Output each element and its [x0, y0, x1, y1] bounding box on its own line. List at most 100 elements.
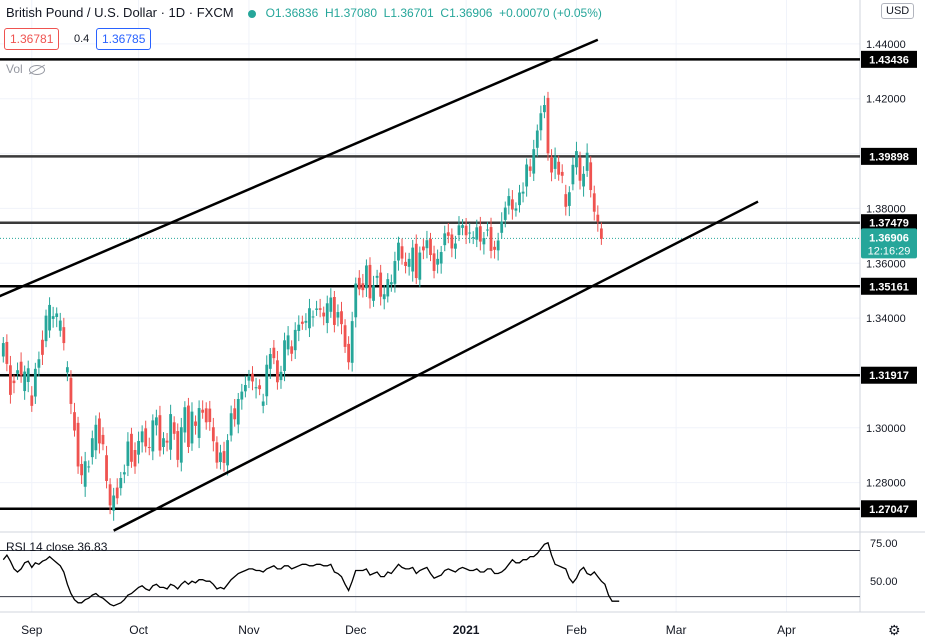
- candle-body: [108, 484, 112, 506]
- volume-indicator[interactable]: Vol: [6, 62, 45, 76]
- time-axis[interactable]: Sep Oct Nov Dec 2021 Feb Mar Apr: [21, 623, 796, 637]
- candle-body: [126, 441, 130, 466]
- level-price-label: 1.37479: [869, 218, 909, 230]
- candle-body: [5, 341, 9, 364]
- candle-body: [429, 238, 432, 256]
- candle-body: [283, 340, 286, 372]
- level-price-label: 1.35161: [869, 281, 909, 293]
- candle-body: [507, 196, 511, 206]
- candle-body: [37, 359, 41, 368]
- chart-header: British Pound / U.S. Dollar · 1D · FXCM O…: [6, 5, 602, 20]
- candle-body: [332, 296, 336, 325]
- countdown-label: 12:16:29: [868, 245, 911, 257]
- symbol-title[interactable]: British Pound / U.S. Dollar · 1D · FXCM: [6, 5, 234, 20]
- candle-body: [407, 258, 411, 267]
- time-tick-label: Nov: [238, 623, 259, 637]
- candle-body: [62, 327, 66, 344]
- candle-body: [318, 308, 322, 310]
- buy-button[interactable]: 1.36785: [96, 28, 152, 50]
- candle-body: [23, 371, 27, 392]
- change-value: +0.00070 (+0.05%): [499, 6, 602, 20]
- candle-body: [26, 368, 30, 382]
- candle-body: [564, 194, 568, 207]
- candle-body: [147, 446, 151, 448]
- candle-body: [443, 233, 447, 246]
- high-value: H1.37080: [324, 6, 377, 20]
- level-price-tag: [861, 277, 917, 295]
- candle-body: [372, 285, 375, 301]
- candle-body: [140, 431, 144, 443]
- candle-body: [76, 422, 80, 467]
- candle-body: [329, 297, 333, 312]
- candle-body: [550, 156, 553, 173]
- candle-body: [208, 408, 212, 423]
- candle-body: [300, 321, 304, 324]
- level-price-tag: [861, 147, 917, 165]
- level-price-tag: [861, 500, 917, 518]
- candle-body: [340, 311, 343, 325]
- close-value: C1.36906: [440, 6, 493, 20]
- candle-body: [222, 451, 226, 463]
- candle-body: [165, 440, 169, 443]
- candle-body: [521, 191, 525, 194]
- candle-body: [461, 225, 464, 228]
- candle-body: [325, 303, 329, 324]
- currency-label[interactable]: USD: [881, 3, 915, 19]
- price-tick-label: 1.34000: [866, 313, 906, 325]
- price-axis[interactable]: 1.440001.420001.400001.380001.360001.340…: [861, 39, 917, 588]
- candle-body: [503, 207, 507, 220]
- candle-body: [386, 279, 390, 297]
- candle-body: [308, 308, 311, 329]
- candle-body: [65, 367, 69, 373]
- candle-body: [578, 157, 582, 181]
- candle-body: [297, 324, 301, 331]
- candle-body: [311, 316, 315, 318]
- candle-body: [357, 277, 361, 290]
- candle-body: [1, 343, 5, 357]
- candle-body: [379, 272, 383, 297]
- ohlc-values: O1.36836 H1.37080 L1.36701 C1.36906 +0.0…: [266, 6, 602, 20]
- candle-body: [105, 455, 108, 481]
- candle-body: [251, 373, 254, 382]
- candle-body: [265, 364, 269, 397]
- candle-body: [532, 149, 536, 174]
- candle-body: [514, 208, 518, 211]
- level-price-label: 1.27047: [869, 504, 909, 516]
- candle-body: [215, 442, 219, 463]
- candle-body: [130, 433, 133, 462]
- candle-body: [12, 380, 16, 384]
- time-tick-label: Oct: [129, 623, 148, 637]
- candle-body: [58, 320, 62, 331]
- candle-body: [233, 408, 237, 420]
- candle-body: [496, 240, 500, 251]
- candle-body: [44, 315, 48, 342]
- candles: [1, 91, 603, 521]
- price-tick-label: 1.44000: [866, 39, 906, 51]
- hidden-eye-icon[interactable]: [28, 64, 45, 75]
- candle-body: [162, 438, 165, 447]
- time-tick-label: Sep: [21, 623, 43, 637]
- candle-body: [137, 440, 140, 455]
- candle-body: [144, 428, 148, 447]
- candle-body: [446, 232, 450, 236]
- candle-body: [489, 227, 493, 251]
- channel-line: [113, 200, 759, 532]
- grid: [0, 0, 925, 613]
- time-tick-label: Dec: [345, 623, 366, 637]
- candle-body: [94, 424, 98, 451]
- candle-body: [439, 252, 443, 264]
- candle-body: [236, 399, 240, 425]
- sell-button[interactable]: 1.36781: [4, 28, 60, 50]
- level-price-label: 1.31917: [869, 370, 909, 382]
- candle-body: [418, 252, 422, 280]
- candle-body: [553, 156, 557, 169]
- candle-body: [154, 417, 158, 426]
- candle-body: [240, 391, 244, 400]
- settings-gear-icon[interactable]: ⚙: [888, 622, 901, 638]
- candle-body: [197, 408, 201, 438]
- candle-body: [33, 368, 37, 397]
- time-tick-label: Mar: [666, 623, 687, 637]
- candle-body: [518, 192, 521, 206]
- candle-body: [183, 407, 187, 433]
